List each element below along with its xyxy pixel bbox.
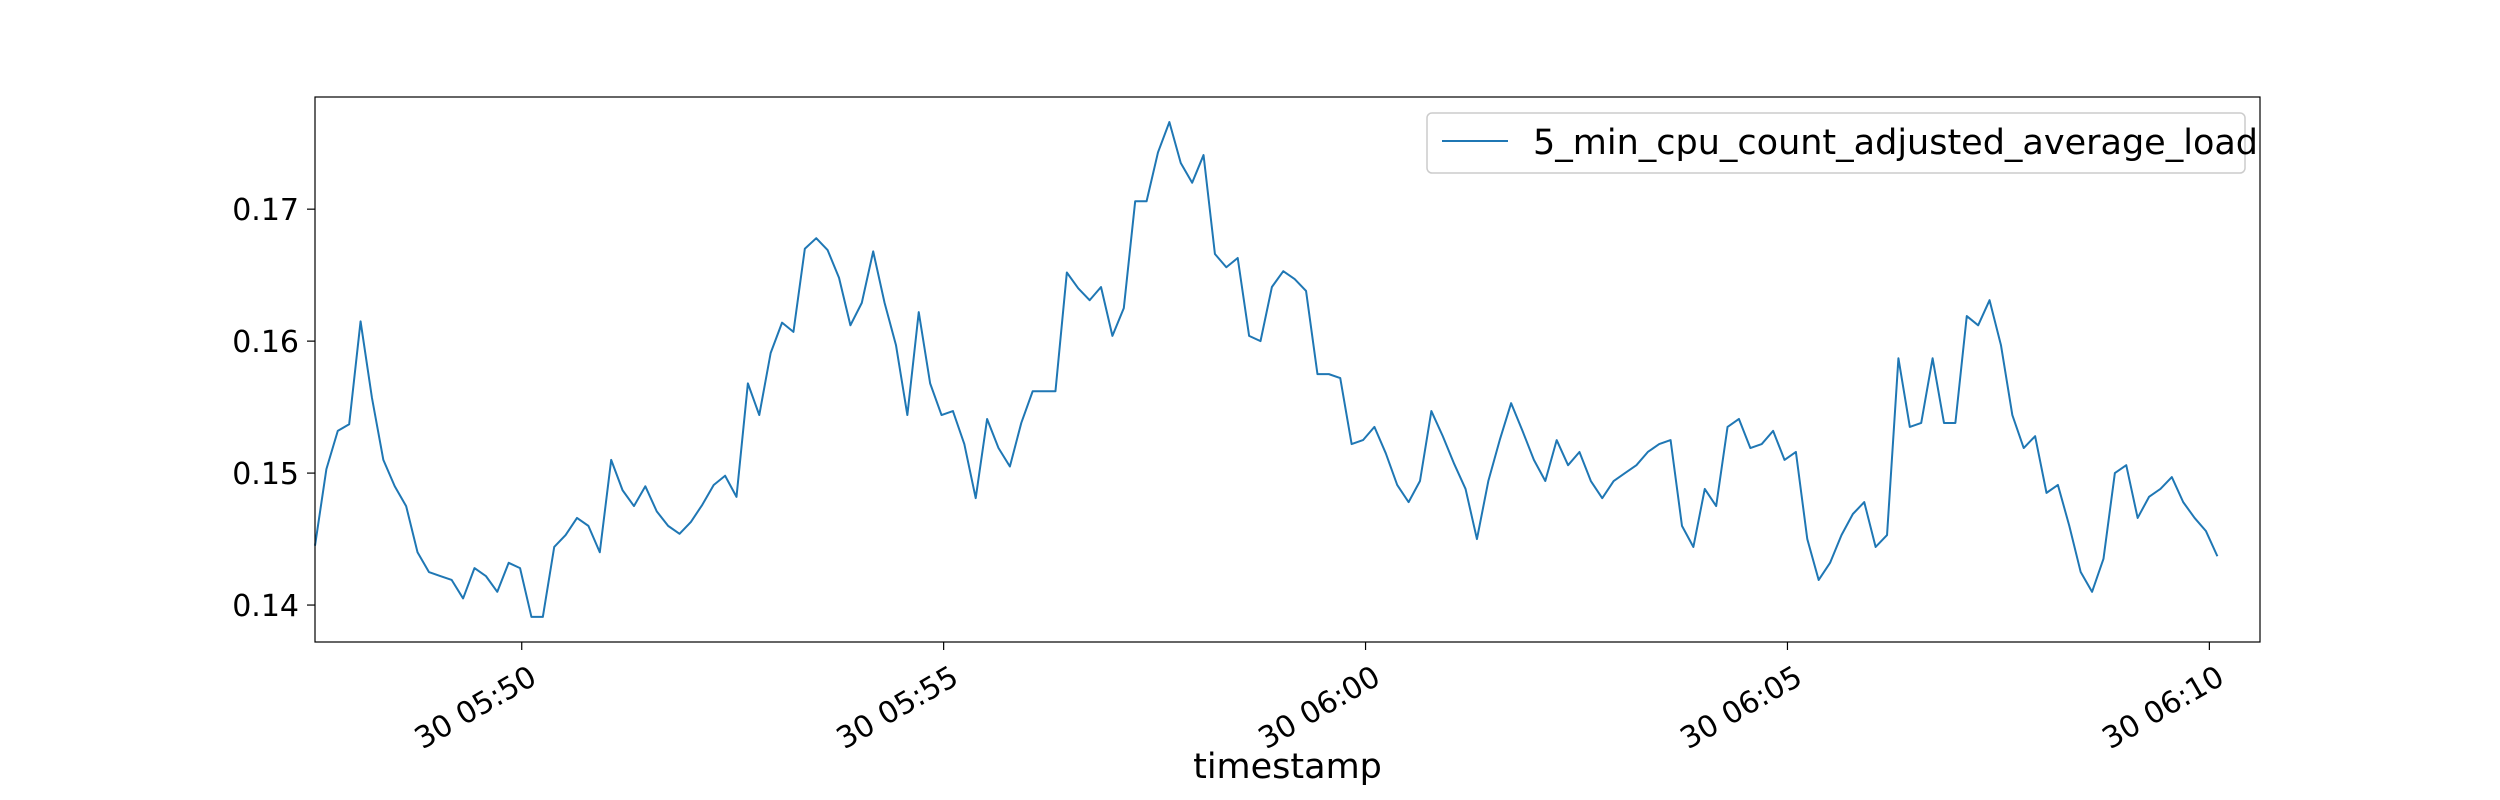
y-tick-label: 0.16 (232, 325, 299, 360)
x-tick-label: 30 06:00 (1253, 659, 1387, 756)
legend-box (1426, 112, 2246, 174)
x-axis-label: timestamp (1193, 747, 1382, 787)
x-tick-label: 30 05:55 (831, 659, 965, 756)
x-tick-label: 30 06:05 (1675, 659, 1809, 756)
series-line (314, 121, 2219, 618)
x-tick-label: 30 05:50 (409, 659, 543, 756)
legend-entry-label: 5_min_cpu_count_adjusted_average_load (1533, 123, 2258, 163)
plot-area-frame (314, 96, 2261, 643)
ticks-layer: 0.14 0.15 0.16 0.17 30 05:50 30 05:55 30 06:00… (232, 193, 2230, 757)
y-tick-label: 0.15 (232, 457, 299, 492)
y-tick-label: 0.17 (232, 193, 299, 228)
y-tick-label: 0.14 (232, 589, 299, 624)
series-layer (314, 121, 2219, 618)
x-tick-label: 30 06:10 (2096, 659, 2230, 756)
legend: 5_min_cpu_count_adjusted_average_load (1426, 112, 2258, 174)
